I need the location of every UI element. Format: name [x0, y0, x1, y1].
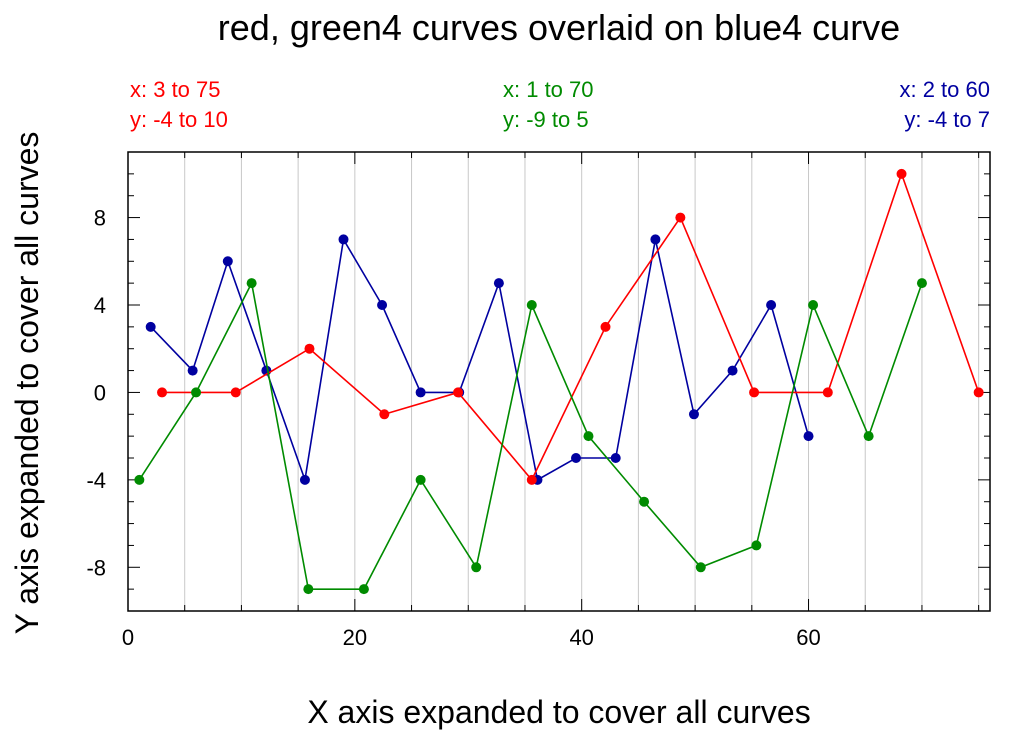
blue4-point — [766, 300, 777, 310]
blue4-point — [803, 431, 814, 442]
chart-title: red, green4 curves overlaid on blue4 cur… — [218, 7, 900, 48]
tick-labels: 0 20 40 60 -8 -4 0 4 8 — [86, 206, 820, 650]
green4-point — [134, 474, 145, 485]
blue4-point — [338, 234, 349, 245]
blue4-point — [145, 321, 156, 332]
green4-point — [808, 300, 819, 310]
blue4-point — [299, 474, 310, 485]
y-tick-label: 4 — [94, 293, 106, 318]
plot-frame — [127, 151, 991, 612]
red-point — [453, 387, 464, 398]
green4-point — [751, 540, 762, 551]
series-layer — [134, 168, 984, 595]
blue4-point — [571, 453, 582, 463]
x-axis-label: X axis expanded to cover all curves — [307, 694, 810, 730]
green4-point — [303, 584, 314, 595]
green4-point — [471, 562, 482, 573]
y-tick-label: 8 — [94, 206, 106, 231]
green-range-x: x: 1 to 70 — [503, 77, 594, 102]
red-range-y: y: -4 to 10 — [130, 107, 228, 132]
red-point — [896, 168, 907, 179]
blue4-point — [727, 365, 738, 376]
blue4-point — [222, 256, 233, 267]
red-point — [675, 212, 686, 223]
axis-ticks — [127, 151, 990, 612]
red-range-x: x: 3 to 75 — [130, 77, 221, 102]
y-tick-label: 0 — [94, 380, 106, 405]
blue-range-x: x: 2 to 60 — [899, 77, 990, 102]
blue4-point — [187, 365, 198, 376]
x-tick-label: 40 — [569, 625, 593, 650]
green4-point — [863, 431, 874, 442]
blue4-point — [688, 409, 699, 420]
x-tick-label: 0 — [122, 625, 134, 650]
red-point — [230, 387, 241, 398]
green4-point — [246, 278, 257, 289]
x-tick-label: 20 — [343, 625, 367, 650]
green4-point — [415, 474, 426, 485]
blue4-point — [377, 300, 388, 310]
red-point — [526, 474, 537, 485]
blue4-point — [415, 387, 426, 398]
red-point — [304, 343, 315, 354]
grid-lines — [127, 152, 980, 611]
y-tick-label: -8 — [86, 555, 106, 580]
y-axis-label: Y axis expanded to cover all curves — [9, 132, 45, 635]
green4-point — [583, 431, 594, 442]
blue4-series-line — [150, 237, 810, 482]
blue4-point — [610, 453, 621, 463]
x-tick-label: 60 — [796, 625, 820, 650]
red-point — [749, 387, 760, 398]
red-point — [157, 387, 168, 398]
blue-range-y: y: -4 to 7 — [904, 107, 990, 132]
blue4-point — [650, 234, 661, 245]
red-series-line — [162, 171, 980, 482]
green4-point — [358, 584, 369, 595]
y-tick-label: -4 — [86, 468, 106, 493]
green4-point — [916, 278, 927, 289]
green-range-y: y: -9 to 5 — [503, 107, 589, 132]
blue4-point — [493, 278, 504, 289]
red-point — [822, 387, 833, 398]
green4-point — [695, 562, 706, 573]
green4-point — [526, 300, 537, 310]
red-point — [973, 387, 984, 398]
green4-point — [639, 496, 650, 507]
red-point — [379, 409, 390, 420]
red-point — [600, 321, 611, 332]
green4-point — [191, 387, 202, 398]
